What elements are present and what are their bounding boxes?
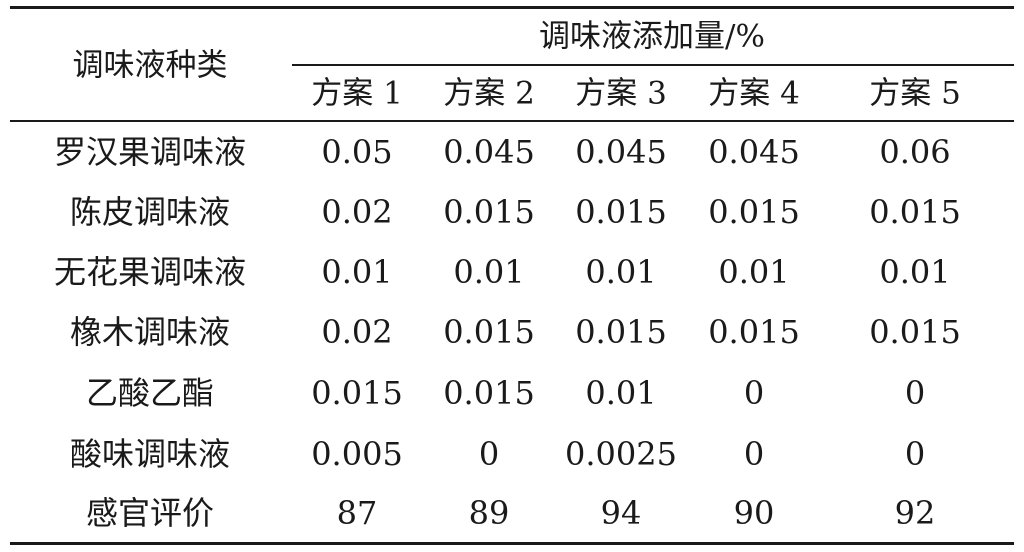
table-cell: 0: [904, 374, 926, 412]
table-cell: 0.015: [575, 193, 667, 231]
table-cell: 0.06: [879, 133, 951, 171]
table-cell: 0.015: [443, 374, 535, 412]
table-cell: 0.01: [453, 253, 525, 291]
table-cell: 0.045: [708, 133, 800, 171]
row-label: 乙酸乙酯: [85, 374, 215, 412]
table-cell: 0.015: [708, 313, 800, 351]
table-cell: 0.0025: [565, 435, 677, 473]
table-cell: 0.015: [443, 313, 535, 351]
table-cell: 0.05: [321, 133, 393, 171]
table-cell: 0.015: [311, 374, 403, 412]
table-cell: 0.02: [321, 313, 393, 351]
table-cell: 0: [478, 435, 500, 473]
table-cell: 0.045: [575, 133, 667, 171]
table-cell: 0.01: [718, 253, 790, 291]
row-label: 罗汉果调味液: [53, 133, 247, 171]
table-cell: 0.01: [585, 253, 657, 291]
row-label: 橡木调味液: [69, 313, 231, 351]
table-cell: 0.005: [311, 435, 403, 473]
table-cell: 0: [743, 435, 765, 473]
table-cell: 0.015: [869, 193, 961, 231]
table-cell: 90: [733, 494, 775, 532]
table-cell: 0.015: [575, 313, 667, 351]
table-cell: 0.01: [321, 253, 393, 291]
table-header-sub-rule: [292, 64, 1014, 66]
row-header-label: 调味液种类: [72, 47, 228, 84]
table-cell: 0.015: [869, 313, 961, 351]
table-cell: 0.015: [708, 193, 800, 231]
group-header-label: 调味液添加量/%: [539, 18, 765, 55]
table-cell: 0.045: [443, 133, 535, 171]
table-header-rule: [10, 120, 1014, 122]
column-header: 方案 1: [311, 75, 403, 112]
row-label: 感官评价: [85, 494, 215, 532]
table-cell: 0.01: [585, 374, 657, 412]
column-header: 方案 3: [575, 75, 667, 112]
column-header: 方案 2: [443, 75, 535, 112]
column-header: 方案 5: [869, 75, 961, 112]
table-cell: 92: [894, 494, 936, 532]
column-header: 方案 4: [708, 75, 800, 112]
table-cell: 0: [743, 374, 765, 412]
row-label: 无花果调味液: [53, 253, 247, 291]
table-cell: 0.015: [443, 193, 535, 231]
table-bottom-rule: [10, 542, 1014, 545]
row-label: 酸味调味液: [69, 435, 231, 473]
table-top-rule: [10, 6, 1014, 9]
table-cell: 0.01: [879, 253, 951, 291]
table-cell: 94: [600, 494, 642, 532]
row-label: 陈皮调味液: [69, 193, 231, 231]
table-cell: 0.02: [321, 193, 393, 231]
table-cell: 0: [904, 435, 926, 473]
table-cell: 89: [468, 494, 510, 532]
table-cell: 87: [336, 494, 378, 532]
